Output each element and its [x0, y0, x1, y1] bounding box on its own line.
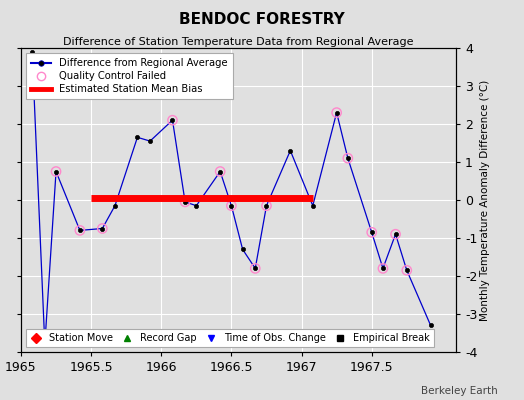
Point	[379, 265, 387, 272]
Point	[332, 110, 341, 116]
Point	[402, 267, 411, 274]
Point	[181, 199, 189, 205]
Point	[344, 155, 352, 161]
Point	[75, 227, 84, 234]
Point	[52, 168, 60, 175]
Point	[227, 202, 236, 209]
Point	[263, 202, 271, 209]
Point	[391, 231, 400, 237]
Point	[367, 229, 376, 236]
Legend: Station Move, Record Gap, Time of Obs. Change, Empirical Break: Station Move, Record Gap, Time of Obs. C…	[26, 329, 434, 347]
Point	[168, 117, 177, 123]
Point	[216, 168, 224, 175]
Title: Difference of Station Temperature Data from Regional Average: Difference of Station Temperature Data f…	[63, 37, 413, 47]
Y-axis label: Monthly Temperature Anomaly Difference (°C): Monthly Temperature Anomaly Difference (…	[480, 79, 490, 321]
Point	[98, 225, 106, 232]
Text: BENDOC FORESTRY: BENDOC FORESTRY	[179, 12, 345, 27]
Point	[251, 265, 259, 272]
Text: Berkeley Earth: Berkeley Earth	[421, 386, 498, 396]
